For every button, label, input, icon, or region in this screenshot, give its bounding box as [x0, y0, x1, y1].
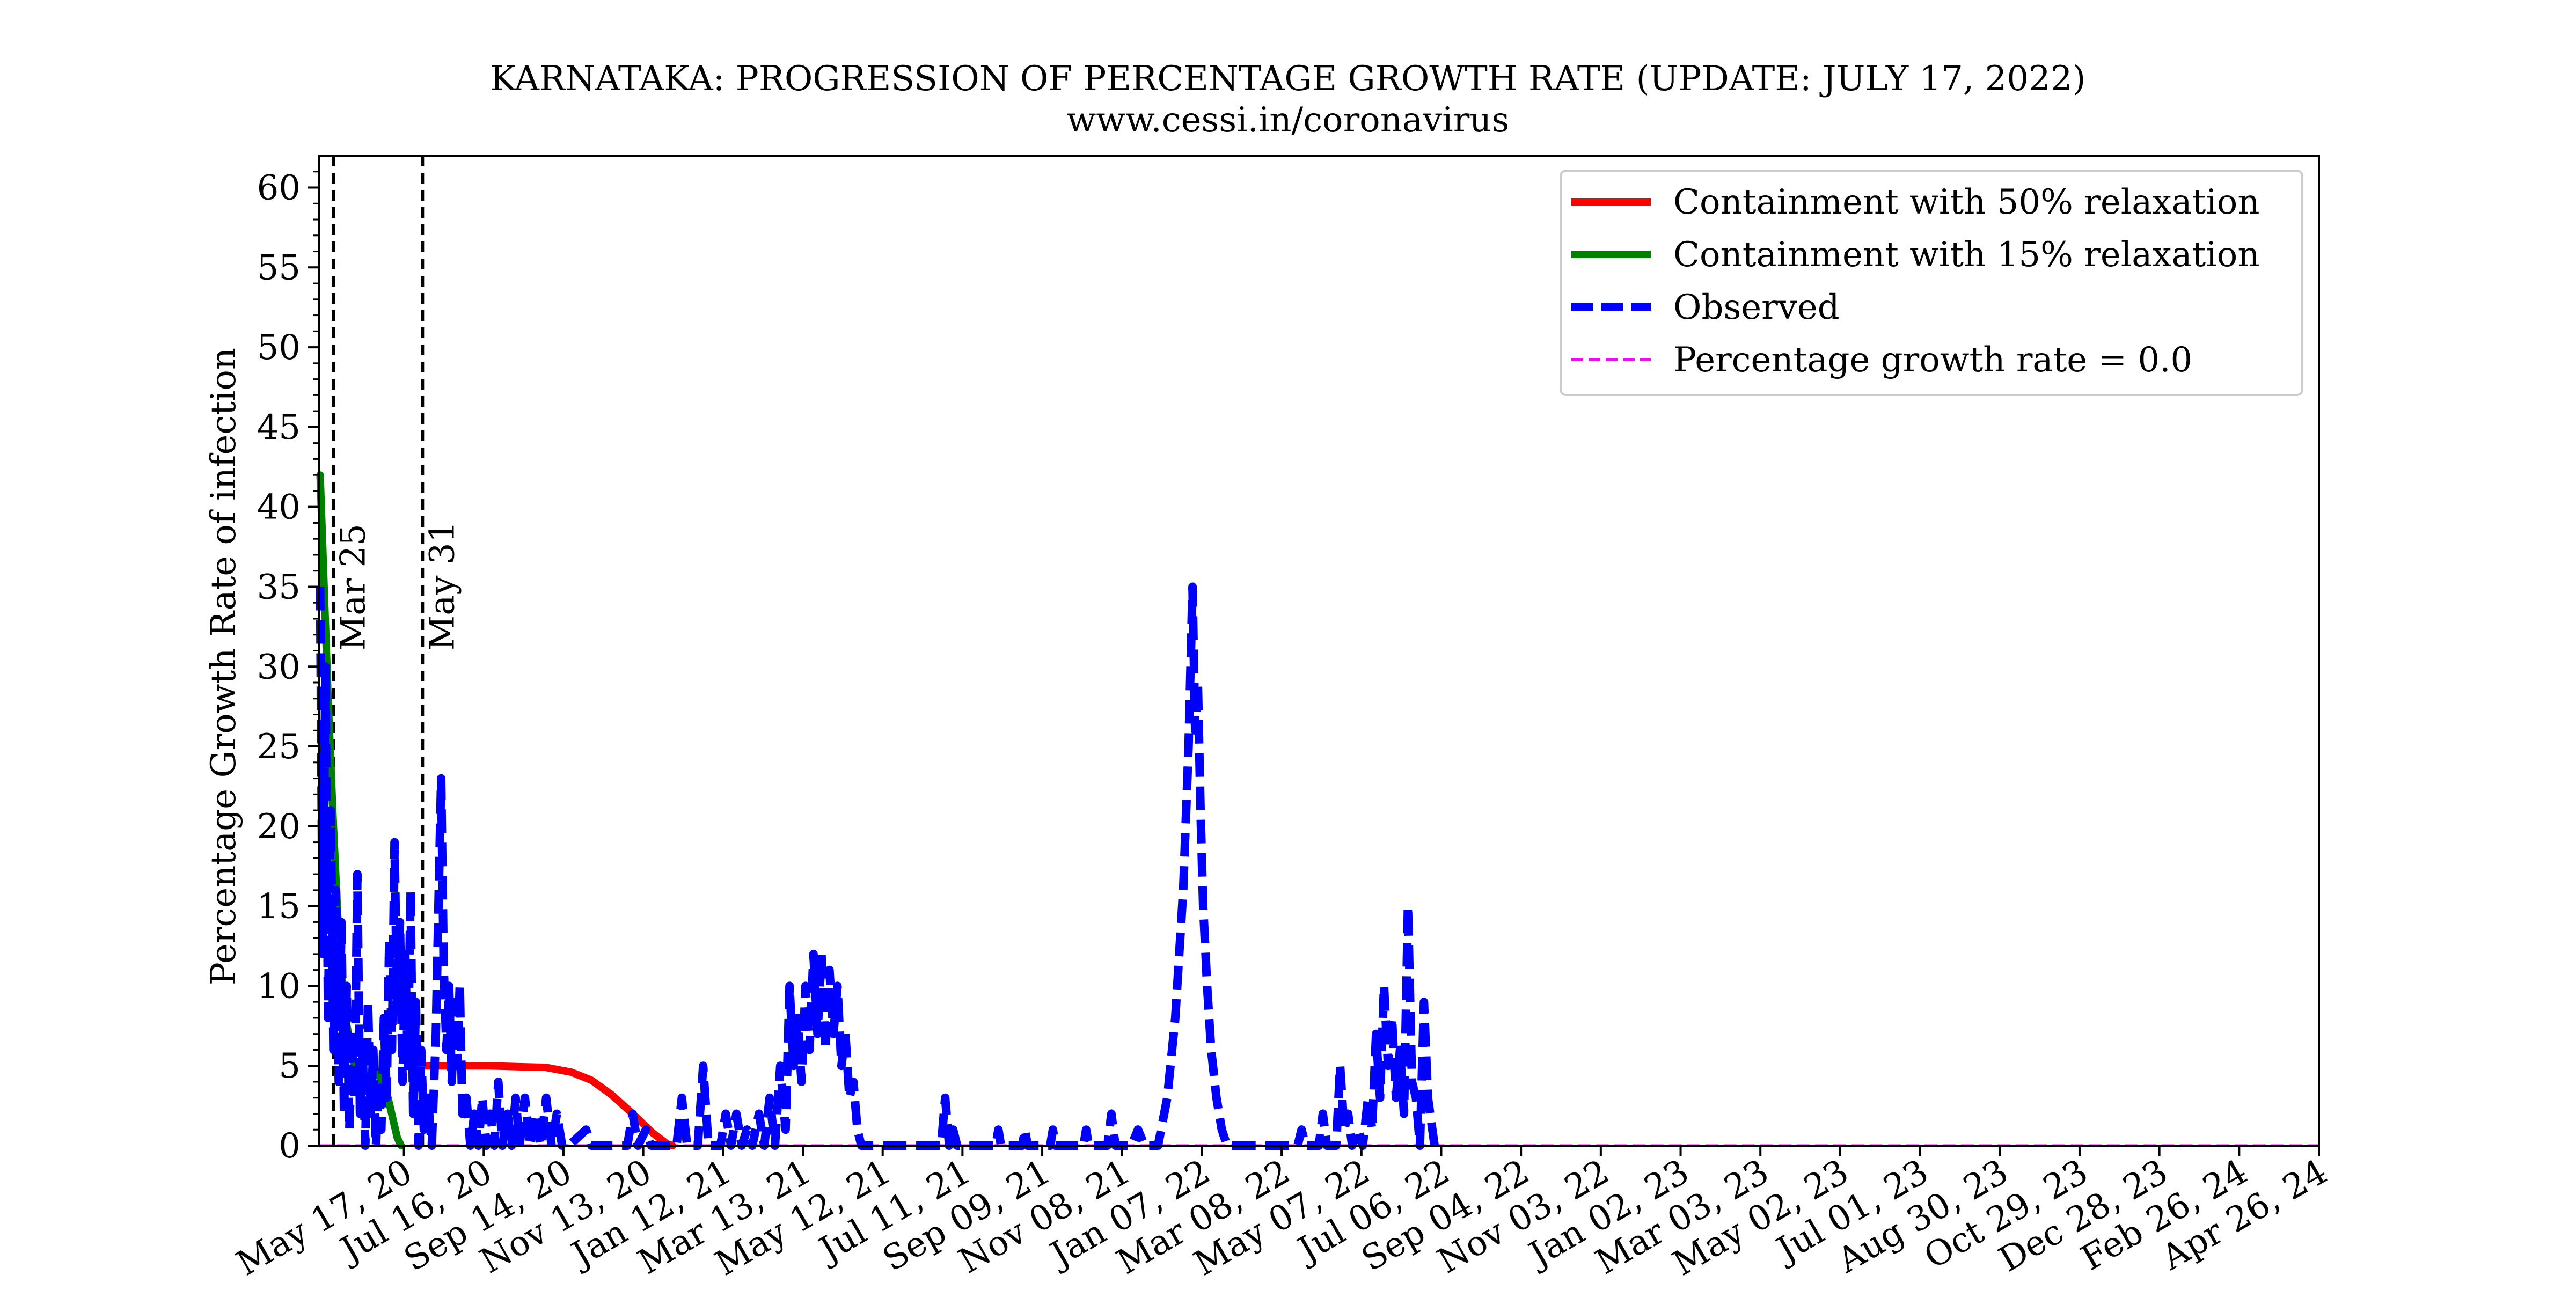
y-tick-label: 60 [257, 168, 301, 208]
chart-title: KARNATAKA: PROGRESSION OF PERCENTAGE GRO… [491, 59, 2086, 99]
y-tick-label: 35 [257, 567, 301, 607]
y-tick-label: 40 [257, 488, 301, 527]
event-marker-label: May 31 [422, 521, 462, 651]
legend-entry-label: Containment with 50% relaxation [1673, 182, 2260, 222]
legend: Containment with 50% relaxation Containme… [1560, 170, 2303, 396]
y-tick-label: 25 [257, 727, 301, 767]
y-tick-label: 55 [257, 248, 301, 288]
plot-frame [318, 155, 2320, 1147]
series-line-2 [316, 582, 1439, 1150]
y-tick-label: 50 [257, 328, 301, 368]
y-tick-label: 20 [257, 807, 301, 847]
legend-entry-label: Observed [1673, 288, 1840, 327]
event-marker-label: Mar 25 [333, 524, 373, 650]
legend-entry-label: Containment with 15% relaxation [1673, 235, 2260, 275]
y-axis: 0 5 10 15 20 25 30 35 40 45 50 55 60 [257, 168, 319, 1166]
y-tick-label: 0 [279, 1126, 301, 1166]
legend-box [1560, 170, 2303, 396]
y-tick-label: 10 [257, 966, 301, 1006]
y-tick-label: 15 [257, 887, 301, 927]
y-axis-label: Percentage Growth Rate of infection [204, 348, 244, 985]
y-tick-label: 30 [257, 647, 301, 687]
y-tick-label: 5 [279, 1046, 301, 1086]
y-tick-label: 45 [257, 408, 301, 448]
legend-entry-label: Percentage growth rate = 0.0 [1673, 340, 2192, 380]
chart-subtitle: www.cessi.in/coronavirus [1067, 100, 1510, 140]
